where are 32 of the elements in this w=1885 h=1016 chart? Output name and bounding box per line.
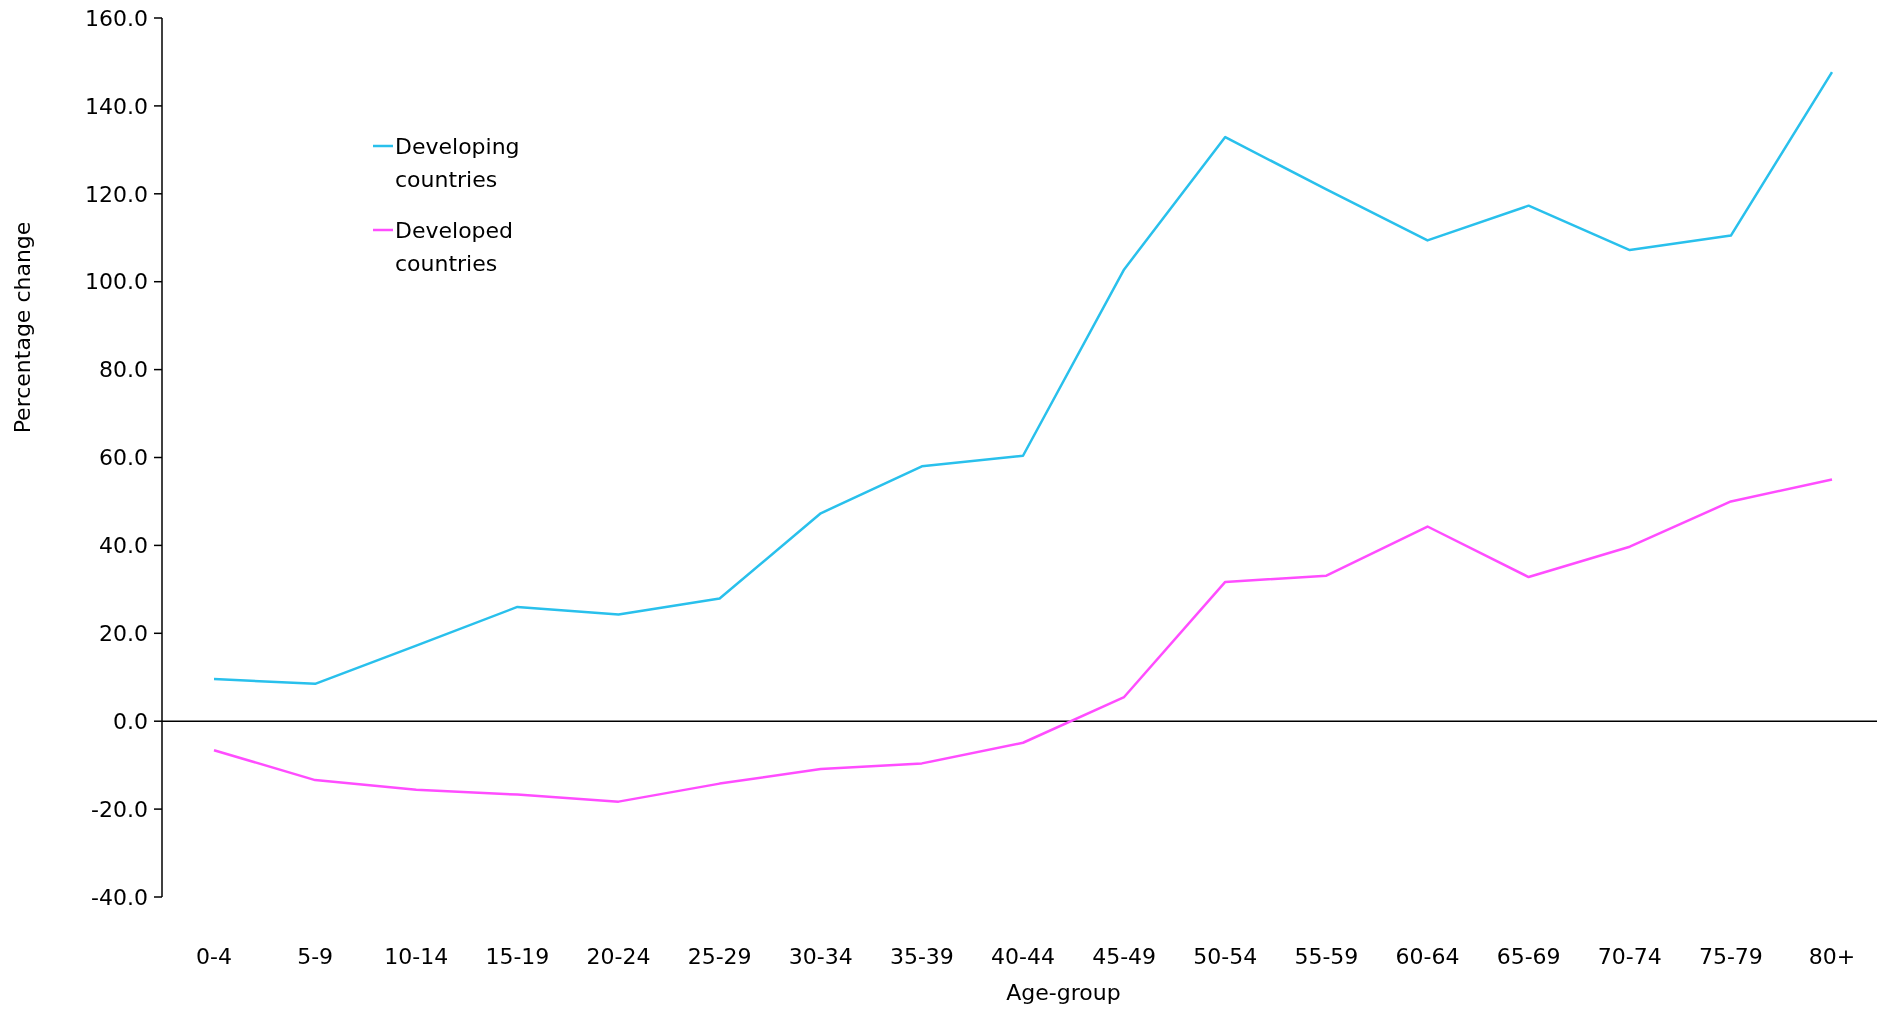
y-tick-label: -20.0 <box>91 796 148 822</box>
x-tick-label: 70-74 <box>1597 943 1662 969</box>
x-tick-label: 25-29 <box>687 943 752 969</box>
x-tick-label: 20-24 <box>586 943 651 969</box>
x-tick-label: 35-39 <box>889 943 954 969</box>
y-tick-label: 160.0 <box>85 5 148 31</box>
x-tick-label: 5-9 <box>297 943 334 969</box>
x-axis-title: Age-group <box>1006 980 1121 1005</box>
y-tick-label: -40.0 <box>91 884 148 910</box>
x-tick-label: 15-19 <box>485 943 550 969</box>
y-tick-label: 80.0 <box>99 357 148 383</box>
x-tick-label: 50-54 <box>1193 943 1258 969</box>
x-tick-label: 55-59 <box>1294 943 1359 969</box>
y-tick-label: 40.0 <box>99 533 148 559</box>
x-tick-label: 30-34 <box>788 943 853 969</box>
x-tick-label: 10-14 <box>384 943 449 969</box>
x-tick-label: 40-44 <box>991 943 1055 969</box>
y-tick-label: 100.0 <box>85 269 148 295</box>
y-tick-label: 0.0 <box>113 708 148 734</box>
legend-label: Developed countries <box>395 217 514 276</box>
x-tick-label: 65-69 <box>1496 943 1561 969</box>
y-tick-label: 20.0 <box>99 621 148 646</box>
x-tick-label: 0-4 <box>196 943 232 969</box>
x-tick-label: 45-49 <box>1092 943 1157 969</box>
y-axis-title: Percentage change <box>10 221 35 434</box>
y-tick-label: 60.0 <box>99 445 148 471</box>
x-tick-label: 80+ <box>1808 943 1856 969</box>
legend-label: Developing countries <box>395 133 520 192</box>
x-tick-label: 60-64 <box>1395 943 1460 969</box>
x-tick-label: 75-79 <box>1698 943 1763 969</box>
y-tick-label: 120.0 <box>85 181 148 207</box>
y-tick-label: 140.0 <box>85 93 148 119</box>
